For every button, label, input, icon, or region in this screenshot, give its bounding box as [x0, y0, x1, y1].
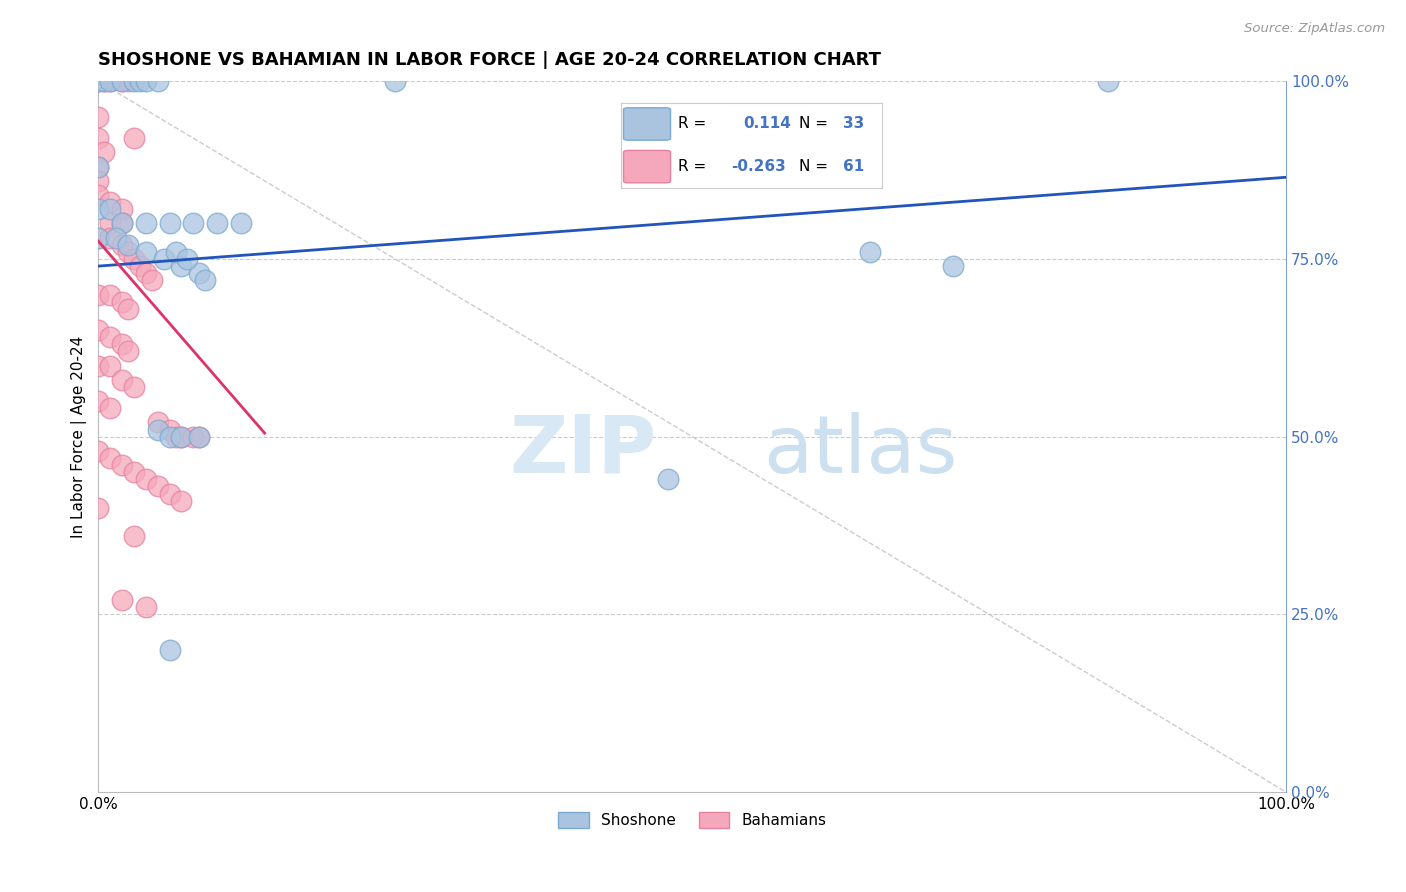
Point — [111, 373, 134, 387]
Point — [176, 252, 198, 266]
Point — [117, 74, 139, 88]
Point — [188, 266, 211, 280]
Point — [170, 259, 193, 273]
Point — [165, 244, 187, 259]
Point — [146, 479, 169, 493]
Point — [135, 600, 157, 615]
Point — [135, 74, 157, 88]
Point — [129, 74, 152, 88]
Point — [117, 244, 139, 259]
Point — [87, 230, 110, 244]
Point — [229, 217, 252, 231]
Point — [87, 500, 110, 515]
Point — [87, 110, 110, 124]
Point — [183, 217, 205, 231]
Point — [170, 430, 193, 444]
Point — [98, 287, 121, 301]
Point — [87, 160, 110, 174]
Point — [111, 458, 134, 472]
Point — [1097, 74, 1119, 88]
Point — [87, 74, 110, 88]
Point — [146, 416, 169, 430]
Point — [205, 217, 228, 231]
Point — [87, 230, 110, 244]
Point — [111, 337, 134, 351]
Text: SHOSHONE VS BAHAMIAN IN LABOR FORCE | AGE 20-24 CORRELATION CHART: SHOSHONE VS BAHAMIAN IN LABOR FORCE | AG… — [98, 51, 882, 69]
Point — [87, 188, 110, 202]
Point — [159, 486, 181, 500]
Point — [141, 273, 163, 287]
Point — [146, 74, 169, 88]
Point — [122, 131, 145, 145]
Point — [135, 266, 157, 280]
Point — [87, 443, 110, 458]
Point — [170, 430, 193, 444]
Point — [87, 394, 110, 409]
Point — [129, 259, 152, 273]
Point — [87, 287, 110, 301]
Point — [122, 529, 145, 543]
Point — [98, 202, 121, 217]
Point — [135, 244, 157, 259]
Point — [183, 430, 205, 444]
Point — [122, 380, 145, 394]
Point — [93, 145, 115, 160]
Point — [122, 252, 145, 266]
Point — [117, 344, 139, 359]
Point — [98, 359, 121, 373]
Point — [87, 202, 110, 217]
Point — [111, 237, 134, 252]
Point — [98, 330, 121, 344]
Point — [122, 465, 145, 479]
Point — [98, 217, 121, 231]
Point — [159, 430, 181, 444]
Point — [170, 493, 193, 508]
Point — [93, 74, 115, 88]
Point — [111, 593, 134, 607]
Point — [117, 301, 139, 316]
Point — [87, 131, 110, 145]
Text: atlas: atlas — [763, 412, 957, 490]
Point — [152, 252, 174, 266]
Point — [117, 237, 139, 252]
Point — [188, 430, 211, 444]
Point — [87, 174, 110, 188]
Legend: Shoshone, Bahamians: Shoshone, Bahamians — [553, 805, 832, 834]
Point — [111, 74, 134, 88]
Point — [135, 472, 157, 486]
Point — [98, 230, 121, 244]
Point — [87, 359, 110, 373]
Point — [87, 323, 110, 337]
Point — [657, 472, 679, 486]
Point — [98, 450, 121, 465]
Point — [98, 195, 121, 210]
Point — [165, 430, 187, 444]
Point — [122, 74, 145, 88]
Point — [87, 160, 110, 174]
Point — [98, 74, 121, 88]
Point — [135, 217, 157, 231]
Point — [159, 217, 181, 231]
Point — [111, 217, 134, 231]
Point — [384, 74, 406, 88]
Point — [159, 423, 181, 437]
Point — [87, 74, 110, 88]
Point — [146, 423, 169, 437]
Point — [111, 294, 134, 309]
Point — [859, 244, 882, 259]
Point — [111, 217, 134, 231]
Point — [942, 259, 965, 273]
Point — [105, 230, 128, 244]
Point — [159, 643, 181, 657]
Text: ZIP: ZIP — [509, 412, 657, 490]
Point — [188, 430, 211, 444]
Point — [194, 273, 217, 287]
Point — [93, 74, 115, 88]
Y-axis label: In Labor Force | Age 20-24: In Labor Force | Age 20-24 — [72, 335, 87, 538]
Text: Source: ZipAtlas.com: Source: ZipAtlas.com — [1244, 22, 1385, 36]
Point — [98, 74, 121, 88]
Point — [111, 202, 134, 217]
Point — [111, 74, 134, 88]
Point — [98, 401, 121, 416]
